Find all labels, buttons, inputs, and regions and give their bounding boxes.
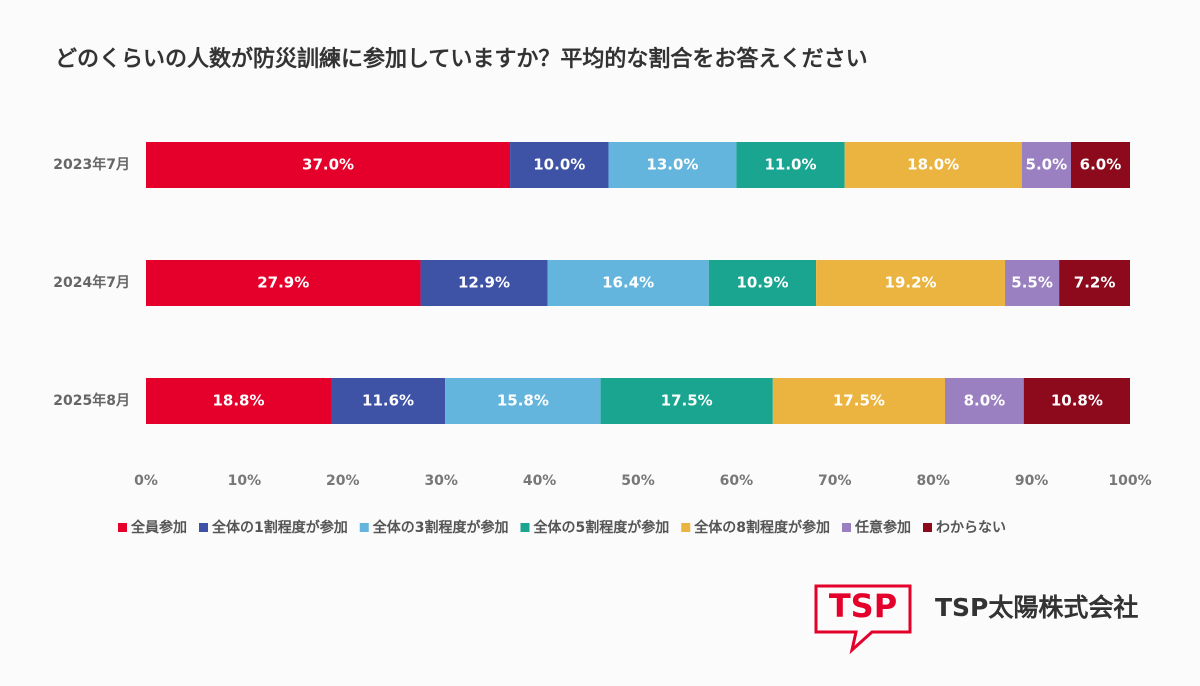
value-label: 12.9% [458,274,510,292]
logo-frame [814,584,912,655]
x-tick-label: 100% [1108,473,1151,489]
x-tick-label: 0% [134,473,158,489]
legend-swatch [520,523,530,532]
y-tick-label: 2023年7月 [53,156,130,173]
legend-swatch [923,523,932,532]
bar-segment [816,260,1006,306]
value-label: 13.0% [646,156,698,174]
legend-swatch [842,523,851,532]
value-label: 7.2% [1074,274,1116,292]
x-tick-label: 50% [621,473,655,489]
x-tick-label: 60% [720,473,754,489]
value-label: 5.0% [1026,156,1068,174]
chart-title: どのくらいの人数が防災訓練に参加していますか？平均的な割合をお答えください [55,46,868,72]
bar-segment [547,260,709,306]
legend-label: 任意参加 [854,519,911,536]
value-label: 16.4% [602,274,654,292]
legend-label: 全体の3割程度が参加 [372,519,509,536]
value-label: 27.9% [257,274,309,292]
bar-segment [1059,260,1130,306]
bar-segment [146,260,421,306]
y-tick-label: 2025年8月 [53,392,130,409]
value-label: 10.8% [1051,392,1103,410]
value-label: 19.2% [885,274,937,292]
bar-segment [445,378,601,424]
x-tick-label: 90% [1015,473,1049,489]
bar-segment [945,378,1024,424]
legend-swatch [359,523,369,532]
value-label: 18.8% [212,392,264,410]
bar-segment [420,260,548,306]
bar-segment [600,378,773,424]
logo-mark: TSP [829,587,897,625]
legend-label: 全員参加 [130,519,187,536]
value-label: 11.0% [764,156,816,174]
legend-label: 全体の8割程度が参加 [693,519,830,536]
bar-segment [1023,378,1130,424]
y-tick-label: 2024年7月 [53,274,130,291]
legend-label: わからない [936,520,1006,536]
legend-swatch [118,523,127,532]
legend-label: 全体の5割程度が参加 [533,519,670,536]
bar-segment [146,378,331,424]
x-tick-label: 70% [818,473,852,489]
bar-segment [736,142,845,188]
value-label: 37.0% [302,156,354,174]
x-tick-label: 30% [424,473,458,489]
bar-segment [330,378,446,424]
x-tick-label: 10% [228,473,262,489]
value-label: 8.0% [964,392,1006,410]
legend-label: 全体の1割程度が参加 [211,519,348,536]
value-label: 10.0% [533,156,585,174]
value-label: 17.5% [833,392,885,410]
x-tick-label: 80% [916,473,950,489]
value-label: 11.6% [362,392,414,410]
logo-name: TSP太陽株式会社 [935,593,1138,622]
bar-segment [146,142,511,188]
bar-segment [772,378,946,424]
bar-segment [844,142,1022,188]
bar-segment [510,142,609,188]
bar-segment [608,142,737,188]
value-label: 10.9% [736,274,788,292]
value-label: 17.5% [661,392,713,410]
value-label: 15.8% [497,392,549,410]
value-label: 18.0% [907,156,959,174]
bar-segment [708,260,817,306]
bar-segment [1070,142,1130,188]
x-tick-label: 20% [326,473,360,489]
logo: TSP TSP太陽株式会社 [814,584,1138,655]
value-label: 5.5% [1011,274,1053,292]
x-tick-label: 40% [523,473,557,489]
bar-segment [1005,260,1060,306]
legend-swatch [199,523,208,532]
bar-segment [1021,142,1071,188]
value-label: 6.0% [1080,156,1122,174]
legend-swatch [681,523,691,532]
